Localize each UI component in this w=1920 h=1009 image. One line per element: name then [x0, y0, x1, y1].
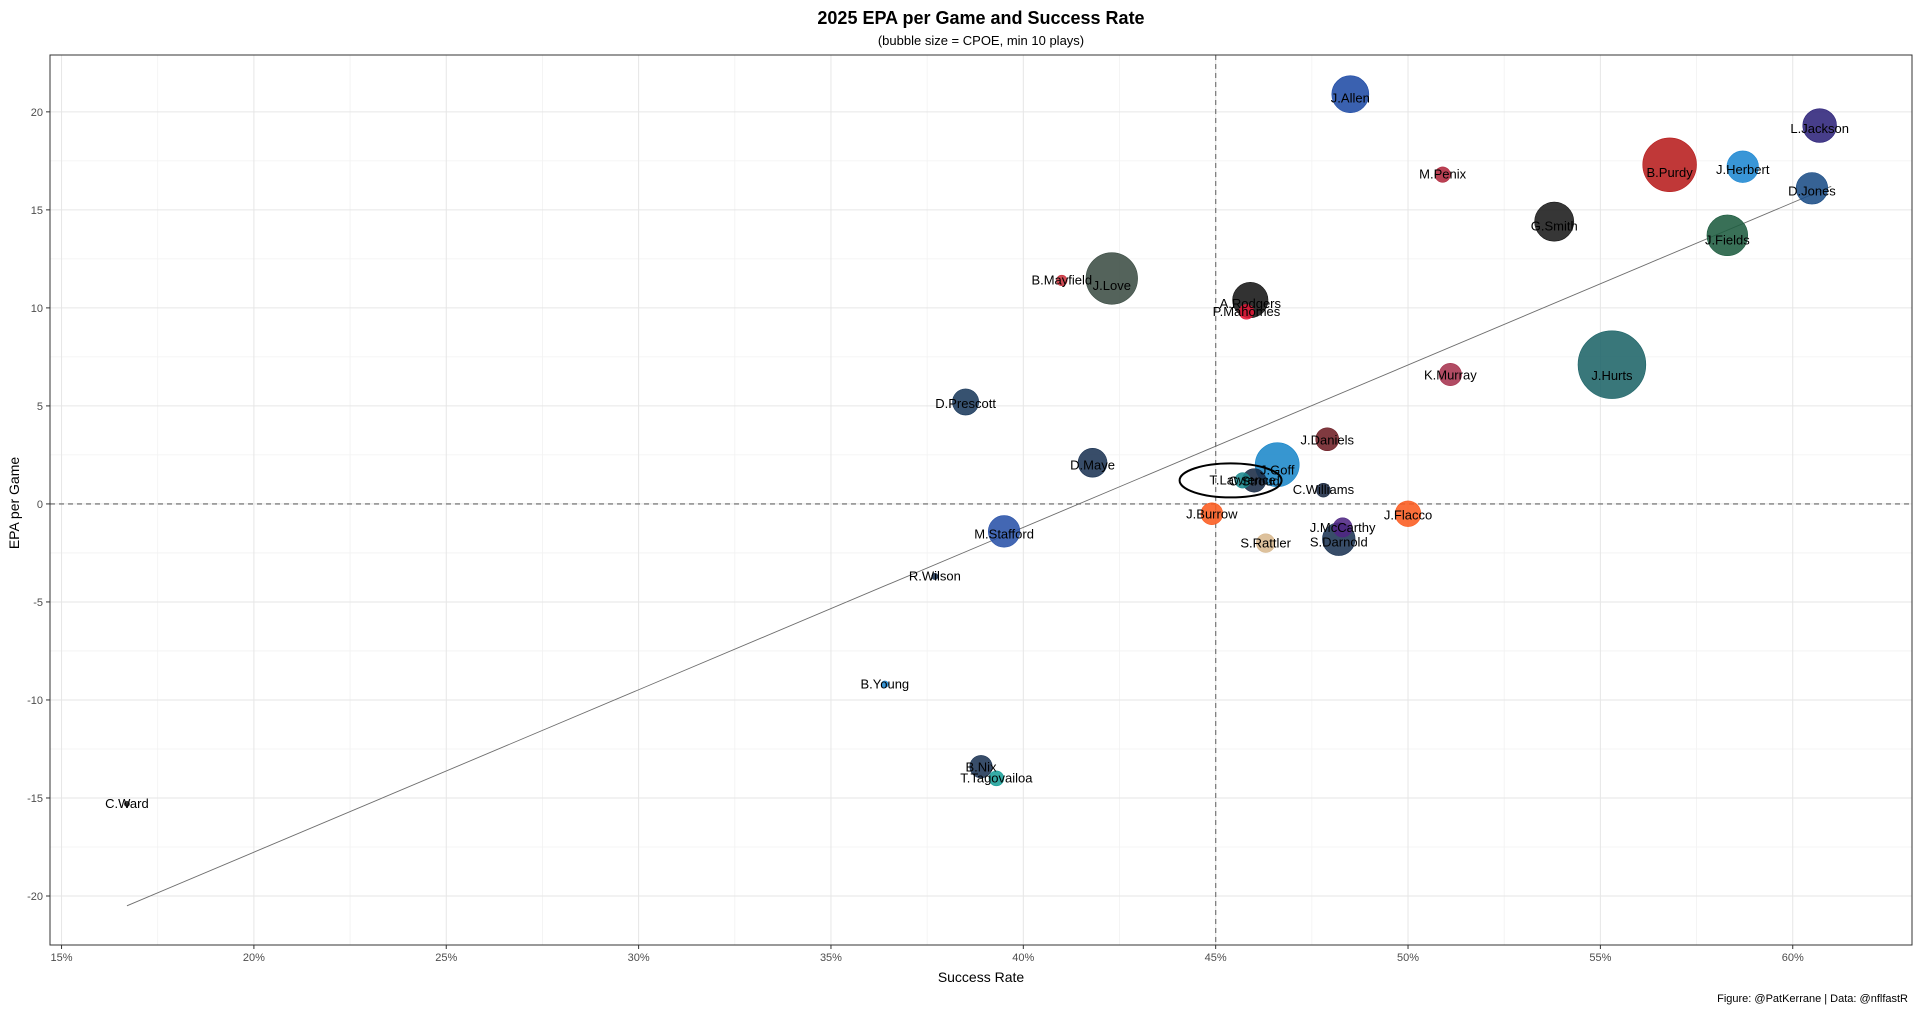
point-label: B.Mayfield — [1031, 272, 1092, 287]
data-point — [987, 515, 1021, 548]
point-label: P.Mahomes — [1213, 304, 1281, 319]
data-point — [931, 573, 939, 580]
point-label: J.Love — [1093, 278, 1131, 293]
point-labels: J.Allen L.Jackson B.Purdy J.Herbert M.Penix D… — [105, 91, 1849, 811]
x-tick-label: 15% — [51, 952, 73, 964]
x-tick-label: 35% — [820, 952, 842, 964]
x-tick-label: 25% — [435, 952, 457, 964]
point-label: J.Allen — [1331, 91, 1370, 106]
data-point — [1434, 166, 1451, 183]
y-tick-label: 0 — [37, 499, 43, 511]
point-label: D.Maye — [1070, 457, 1115, 472]
data-point — [1234, 472, 1251, 489]
highlight-ring — [1178, 462, 1283, 499]
chart-title: 2025 EPA per Game and Success Rate — [817, 8, 1144, 28]
regression-line — [126, 185, 1832, 907]
data-point — [1316, 482, 1331, 498]
y-tick-label: 10 — [31, 303, 43, 315]
point-label: D.Jones — [1788, 183, 1836, 198]
data-point — [1331, 75, 1370, 114]
data-point — [1795, 172, 1829, 205]
y-tick-label: -5 — [33, 597, 43, 609]
point-label: L.Jackson — [1790, 121, 1849, 136]
point-label: G.Smith — [1531, 218, 1578, 233]
point-label: J.McCarthy — [1310, 520, 1376, 535]
data-point — [1726, 150, 1759, 183]
data-point — [1577, 330, 1647, 399]
point-label: J.Fields — [1705, 233, 1750, 248]
x-tick-label: 40% — [1012, 952, 1034, 964]
data-point — [1077, 447, 1108, 478]
data-point — [1238, 304, 1255, 320]
data-point — [881, 680, 889, 688]
data-point — [1332, 517, 1353, 538]
data-point — [1534, 201, 1575, 242]
y-tick-label: -15 — [27, 793, 43, 805]
data-point — [1315, 427, 1340, 452]
point-label: T.Tagovailoa — [960, 770, 1033, 785]
data-point — [952, 388, 980, 416]
point-label: C.Ward — [105, 796, 149, 811]
y-tick-label: 15 — [31, 205, 43, 217]
x-tick-label: 55% — [1589, 952, 1611, 964]
y-tick-label: -10 — [27, 695, 43, 707]
x-tick-label: 50% — [1397, 952, 1419, 964]
point-label: S.Rattler — [1240, 535, 1291, 550]
data-point — [1056, 274, 1068, 287]
chart-caption: Figure: @PatKerrane | Data: @nflfastR — [1717, 993, 1908, 1005]
point-label: M.Stafford — [974, 526, 1034, 541]
point-label: J.Flacco — [1384, 508, 1432, 523]
x-axis-title: Success Rate — [938, 969, 1025, 985]
point-label: J.Burrow — [1186, 507, 1238, 522]
chart-subtitle: (bubble size = CPOE, min 10 plays) — [878, 33, 1084, 48]
point-label: A.Rodgers — [1220, 296, 1282, 311]
x-tick-label: 60% — [1782, 952, 1804, 964]
point-label: B.Nix — [965, 760, 997, 775]
point-label: M.Penix — [1419, 167, 1466, 182]
plot-panel-border — [49, 54, 1913, 946]
y-axis-ticks: -20 -15 -10 -5 0 5 10 15 20 — [27, 107, 50, 903]
data-point — [1642, 137, 1697, 192]
data-point — [1438, 363, 1462, 387]
data-point — [1256, 533, 1276, 553]
x-tick-label: 45% — [1205, 952, 1227, 964]
reference-lines — [50, 55, 1912, 945]
point-label: B.Purdy — [1647, 165, 1694, 180]
x-axis-ticks: 15% 20% 25% 30% 35% 40% 45% 50% 55% 60% — [51, 945, 1804, 964]
x-tick-label: 30% — [628, 952, 650, 964]
data-point — [1394, 500, 1422, 527]
y-tick-label: 5 — [37, 401, 43, 413]
data-points — [124, 75, 1837, 807]
point-label: T.Lawrence — [1209, 472, 1275, 487]
data-point — [1706, 214, 1749, 257]
point-label: J.Herbert — [1716, 162, 1770, 177]
point-label: C.Stroud — [1228, 474, 1279, 489]
point-label: J.Daniels — [1301, 432, 1355, 447]
point-label: D.Prescott — [935, 396, 996, 411]
data-point — [969, 755, 993, 779]
data-point — [124, 800, 130, 807]
y-tick-label: 20 — [31, 107, 43, 119]
data-point — [1802, 108, 1837, 143]
data-point — [988, 770, 1005, 787]
x-tick-label: 20% — [243, 952, 265, 964]
point-label: K.Murray — [1424, 368, 1477, 383]
grid — [50, 55, 1912, 945]
point-label: C.Williams — [1293, 482, 1355, 497]
highlight-ellipse — [1178, 462, 1283, 499]
point-label: J.Goff — [1260, 463, 1295, 478]
point-label: B.Young — [860, 676, 909, 691]
point-label: S.Darnold — [1310, 535, 1368, 550]
point-label: J.Hurts — [1591, 368, 1633, 383]
data-point — [1085, 252, 1138, 305]
data-point — [1200, 502, 1224, 525]
y-tick-label: -20 — [27, 891, 43, 903]
y-axis-title: EPA per Game — [6, 457, 22, 550]
point-label: R.Wilson — [909, 568, 961, 583]
trend-line — [126, 185, 1832, 907]
